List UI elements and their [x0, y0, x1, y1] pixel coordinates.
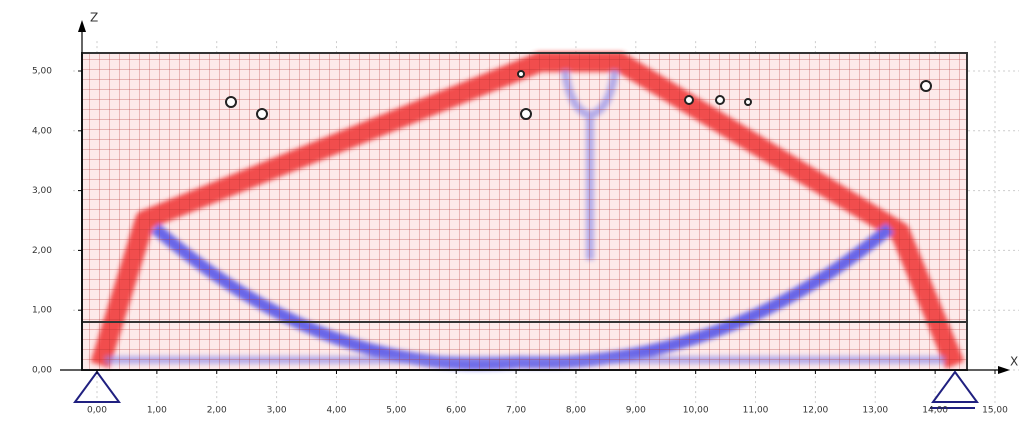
x-tick-label: 10,00 [683, 406, 709, 416]
y-tick-label: 0,00 [32, 366, 52, 376]
opening [520, 108, 532, 120]
x-tick-label: 8,00 [566, 406, 586, 416]
support [931, 370, 979, 403]
x-arrow [998, 366, 1010, 374]
x-tick-label: 0,00 [87, 406, 107, 416]
y-tick-label: 5,00 [32, 67, 52, 77]
opening [715, 95, 725, 105]
opening [256, 108, 268, 120]
y-tick-label: 3,00 [32, 186, 52, 196]
x-axis-label: X [1010, 355, 1018, 369]
x-tick-label: 6,00 [446, 406, 466, 416]
openings [225, 70, 932, 120]
opening [517, 70, 525, 78]
x-tick-label: 14,00 [922, 406, 948, 416]
x-tick-label: 4,00 [326, 406, 346, 416]
y-tick-label: 1,00 [32, 306, 52, 316]
y-tick-label: 2,00 [32, 246, 52, 256]
z-arrow [78, 20, 86, 32]
x-tick-label: 3,00 [267, 406, 287, 416]
support [73, 370, 121, 403]
x-tick-label: 7,00 [506, 406, 526, 416]
x-tick-label: 13,00 [862, 406, 888, 416]
x-tick-label: 9,00 [626, 406, 646, 416]
x-tick-label: 2,00 [207, 406, 227, 416]
x-tick-label: 12,00 [803, 406, 829, 416]
x-tick-label: 5,00 [386, 406, 406, 416]
x-tick-label: 15,00 [982, 406, 1008, 416]
opening [744, 98, 752, 106]
x-tick-label: 1,00 [147, 406, 167, 416]
opening [920, 80, 932, 92]
z-axis-label: Z [90, 11, 98, 25]
opening [225, 96, 237, 108]
y-tick-label: 4,00 [32, 126, 52, 136]
supports [73, 370, 979, 409]
opening [684, 95, 694, 105]
x-tick-label: 11,00 [743, 406, 769, 416]
